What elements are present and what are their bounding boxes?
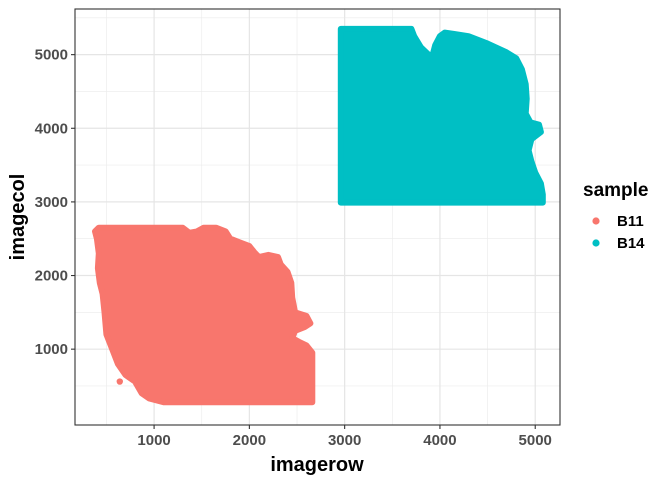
y-tick-label: 1000 — [35, 341, 68, 358]
x-axis-title: imagerow — [270, 454, 364, 476]
legend-label-b14: B14 — [617, 235, 645, 252]
y-tick-label: 2000 — [35, 268, 68, 285]
x-axis-ticks: 1000 2000 3000 4000 5000 — [137, 425, 552, 449]
x-tick-label: 4000 — [423, 432, 456, 449]
x-tick-label: 3000 — [328, 432, 361, 449]
data-points — [92, 25, 546, 406]
panel-frame — [74, 8, 561, 426]
x-tick-label: 2000 — [233, 432, 266, 449]
panel-border — [74, 8, 561, 426]
y-tick-label: 4000 — [35, 120, 68, 137]
legend-key-b11 — [592, 217, 600, 225]
x-tick-label: 5000 — [519, 432, 552, 449]
legend-key-b14 — [592, 239, 600, 247]
series-b14-points — [337, 25, 546, 206]
series-b11-point — [116, 378, 123, 385]
y-axis-title: imagecol — [7, 174, 29, 261]
y-axis-ticks: 1000 2000 3000 4000 5000 — [35, 47, 75, 358]
legend-title: sample — [583, 180, 648, 201]
y-tick-label: 3000 — [35, 194, 68, 211]
legend-label-b11: B11 — [617, 213, 644, 230]
series-b11-points — [92, 224, 316, 406]
y-tick-label: 5000 — [35, 47, 68, 64]
x-tick-label: 1000 — [137, 432, 170, 449]
